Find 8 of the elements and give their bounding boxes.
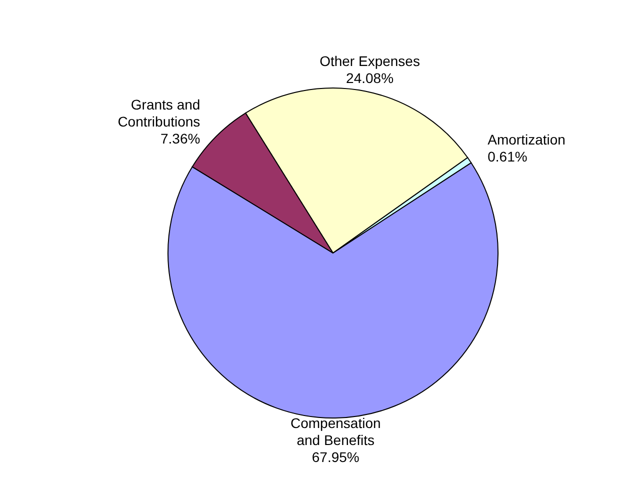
slice-label: Other Expenses (320, 53, 420, 70)
data-label: 7.36% (160, 130, 200, 146)
data-label: 0.61% (488, 148, 528, 164)
slice-label: Compensation and Benefits (290, 414, 381, 448)
slice-label: Amortization (488, 131, 566, 148)
data-label: 24.08% (346, 70, 394, 86)
slice-label: Grants and Contributions (118, 96, 200, 130)
data-label: 67.95% (312, 448, 360, 465)
